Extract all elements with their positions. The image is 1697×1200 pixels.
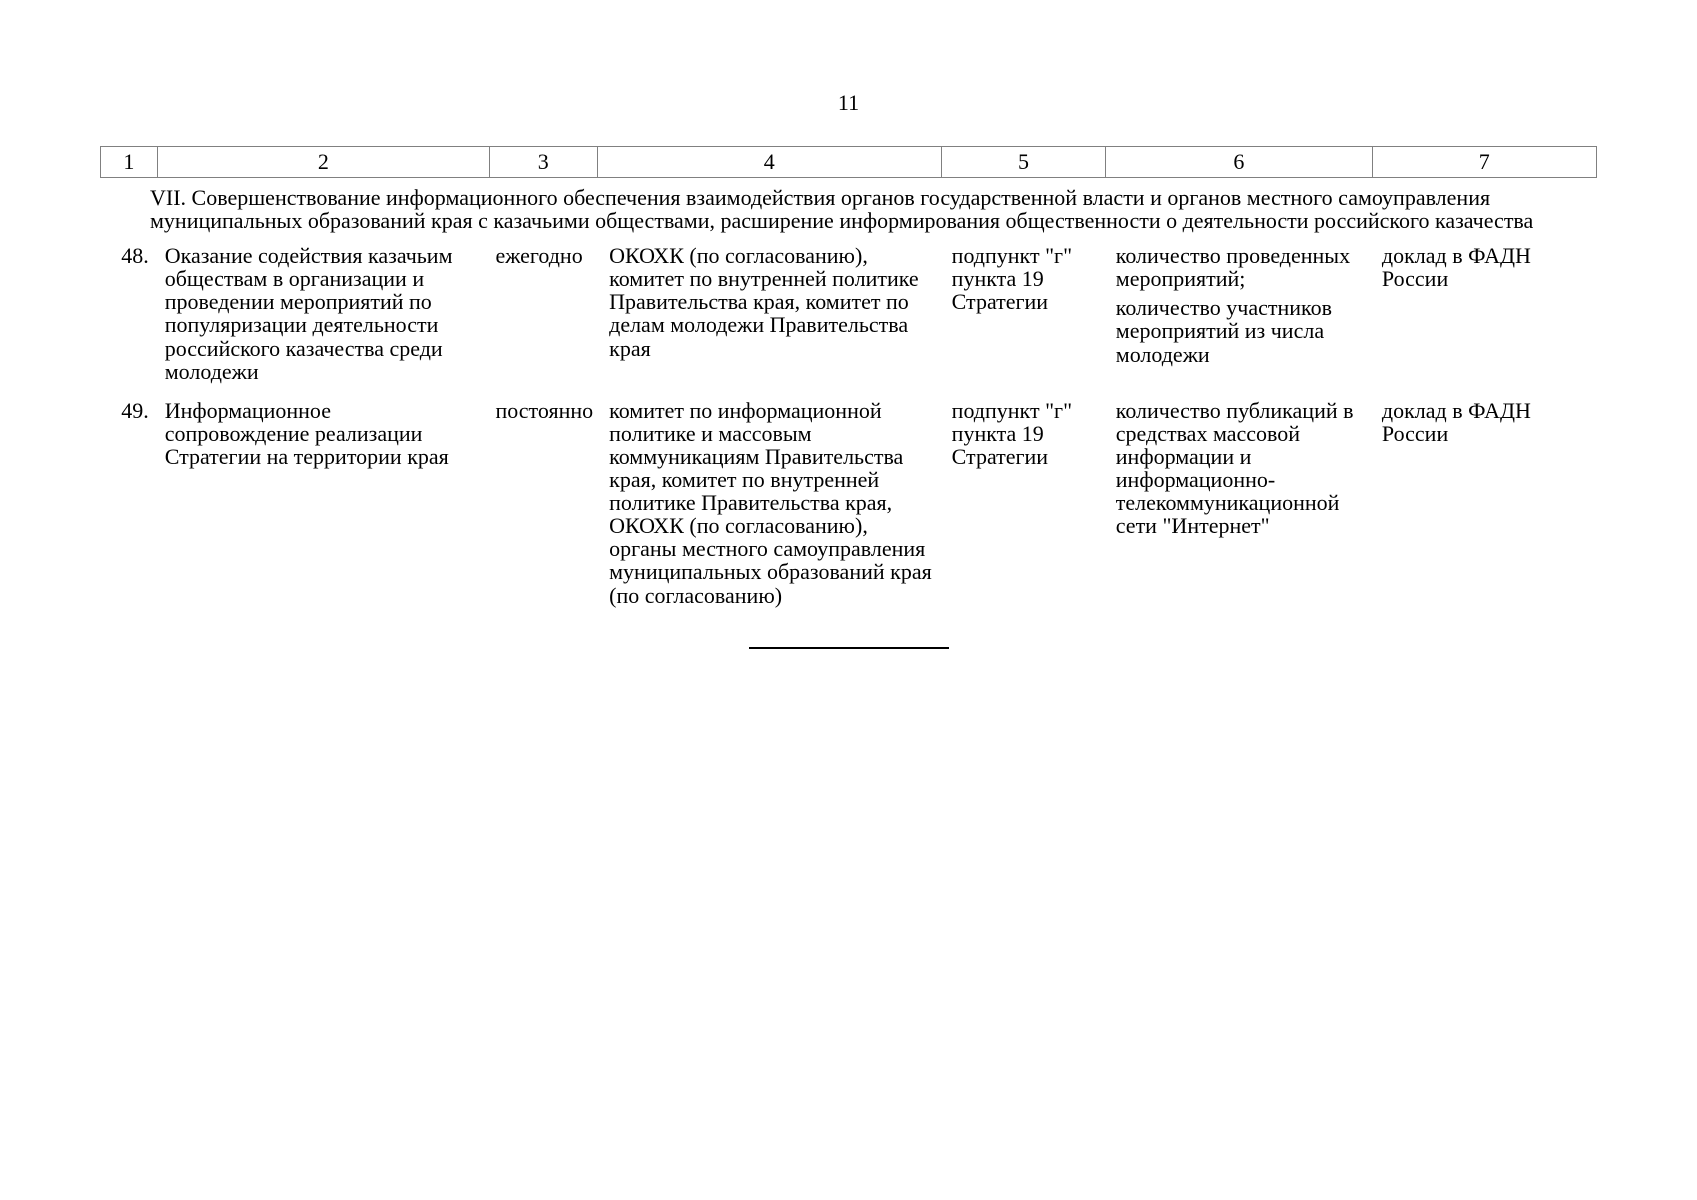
cell-indicators: количество проведенных мероприятий; коли… [1108, 238, 1374, 393]
indicator-line: количество участников мероприятий из чис… [1116, 296, 1366, 365]
cell-frequency: ежегодно [487, 238, 601, 393]
cell-description: Информационное сопровождение реализации … [157, 393, 488, 617]
cell-basis: подпункт "г" пункта 19 Стратегии [944, 238, 1108, 393]
cell-report: доклад в ФАДН России [1374, 238, 1597, 393]
cell-frequency: постоянно [487, 393, 601, 617]
table-row: 48. Оказание содействия казачьим обществ… [100, 238, 1597, 393]
indicator-line: количество проведенных мероприятий; [1116, 244, 1366, 290]
header-cell-3: 3 [489, 147, 597, 178]
body-table: 48. Оказание содействия казачьим обществ… [100, 238, 1597, 616]
document-page: 11 1 2 3 4 5 6 7 VII. Совершенствование … [0, 0, 1697, 649]
header-cell-1: 1 [101, 147, 158, 178]
cell-responsible: ОКОХК (по согласованию), комитет по внут… [601, 238, 944, 393]
column-header-table: 1 2 3 4 5 6 7 [100, 146, 1597, 178]
page-number: 11 [100, 0, 1597, 146]
header-row: 1 2 3 4 5 6 7 [101, 147, 1597, 178]
header-cell-5: 5 [941, 147, 1106, 178]
indicator-line: количество публикаций в средствах массов… [1116, 399, 1366, 538]
cell-responsible: комитет по информационной политике и мас… [601, 393, 944, 617]
row-number: 48. [100, 238, 157, 393]
cell-indicators: количество публикаций в средствах массов… [1108, 393, 1374, 617]
row-number: 49. [100, 393, 157, 617]
cell-basis: подпункт "г" пункта 19 Стратегии [944, 393, 1108, 617]
header-cell-7: 7 [1372, 147, 1596, 178]
cell-report: доклад в ФАДН России [1374, 393, 1597, 617]
section-heading: VII. Совершенствование информационного о… [100, 178, 1597, 238]
table-row: 49. Информационное сопровождение реализа… [100, 393, 1597, 617]
header-cell-4: 4 [597, 147, 941, 178]
cell-description: Оказание содействия казачьим обществам в… [157, 238, 488, 393]
header-cell-6: 6 [1106, 147, 1372, 178]
section-end-rule [749, 647, 949, 649]
header-cell-2: 2 [157, 147, 489, 178]
